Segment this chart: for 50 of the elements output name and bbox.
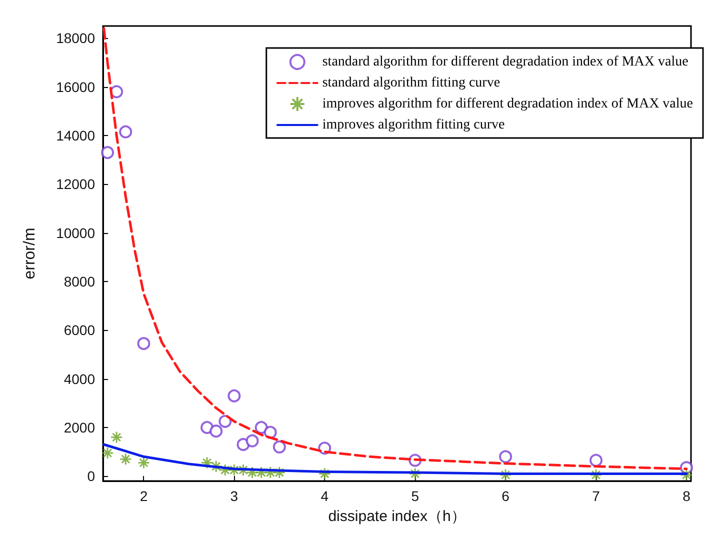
- point: [119, 125, 132, 138]
- point: [264, 466, 277, 479]
- x-tick-label: 7: [592, 488, 600, 504]
- point: [499, 450, 512, 464]
- point: [101, 146, 114, 160]
- x-tick-label: 6: [502, 488, 510, 504]
- x-axis-title: dissipate index（h）: [328, 508, 466, 525]
- y-tick-label: 8000: [64, 273, 96, 290]
- point: [228, 389, 241, 402]
- point: [318, 467, 331, 480]
- point: [218, 414, 232, 428]
- y-tick-label: 0: [87, 468, 96, 484]
- x-tick-label: 2: [140, 488, 148, 504]
- point: [273, 466, 286, 479]
- point: [119, 452, 132, 466]
- y-tick-label: 12000: [56, 176, 96, 192]
- x-tick-label: 8: [682, 488, 691, 504]
- point: [255, 466, 268, 479]
- point: [200, 456, 214, 469]
- y-tick-label: 16000: [56, 78, 96, 95]
- x-tick-label: 4: [320, 488, 329, 504]
- point: [246, 434, 259, 448]
- y-tick-label: 14000: [56, 127, 96, 144]
- point: [590, 468, 602, 482]
- y-tick-label: 6000: [64, 322, 96, 338]
- point: [137, 337, 150, 350]
- point: [236, 464, 250, 476]
- point: [680, 468, 693, 482]
- point: [210, 424, 223, 438]
- x-tick-label: 5: [411, 488, 420, 504]
- point: [218, 464, 232, 476]
- y-axis-title: error/m: [22, 228, 38, 280]
- point: [137, 456, 150, 469]
- legend-label: improves algorithm for different degradation index of MAX value: [322, 96, 694, 112]
- point: [228, 464, 240, 476]
- point: [408, 467, 422, 480]
- point: [590, 454, 603, 467]
- point: [110, 430, 123, 444]
- point: [499, 468, 512, 482]
- legend-label: standard algorithm for different degradation index of MAX value: [322, 54, 688, 70]
- y-tick-label: 18000: [56, 30, 96, 46]
- point: [272, 440, 286, 454]
- legend-label: improves algorithm fitting curve: [322, 118, 505, 132]
- legend-label: standard algorithm fitting curve: [322, 76, 500, 90]
- y-tick-label: 2000: [64, 419, 96, 436]
- y-tick-label: 4000: [64, 370, 96, 387]
- point: [246, 466, 259, 479]
- x-tick-label: 3: [230, 488, 238, 504]
- point: [101, 446, 114, 460]
- y-tick-label: 10000: [56, 224, 96, 241]
